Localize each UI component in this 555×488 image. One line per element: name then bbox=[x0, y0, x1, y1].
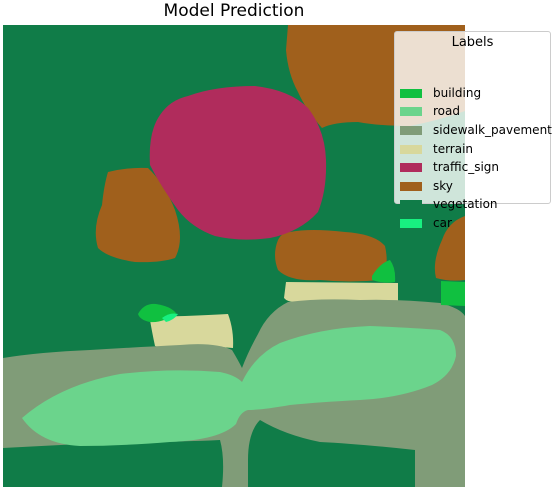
sky-region-center bbox=[275, 230, 387, 282]
car-region bbox=[162, 313, 178, 322]
legend-swatch bbox=[400, 199, 422, 209]
legend-item-vegetation: vegetation bbox=[400, 196, 498, 212]
legend: Labels building road sidewalk_pavement t… bbox=[394, 31, 552, 230]
legend-swatch bbox=[400, 162, 422, 172]
building-region-right bbox=[441, 281, 465, 306]
legend-item-traffic-sign: traffic_sign bbox=[400, 159, 499, 175]
legend-label: terrain bbox=[433, 142, 474, 156]
plot-title: Model Prediction bbox=[163, 1, 305, 21]
legend-item-sidewalk-pavement: sidewalk_pavement bbox=[400, 122, 552, 138]
legend-label: car bbox=[433, 216, 452, 230]
legend-title: Labels bbox=[451, 35, 494, 50]
legend-swatch bbox=[400, 218, 422, 228]
legend-label: sidewalk_pavement bbox=[433, 123, 552, 137]
legend-swatch bbox=[400, 181, 422, 191]
sky-region-right-edge bbox=[434, 216, 465, 281]
legend-item-car: car bbox=[400, 215, 452, 231]
legend-swatch bbox=[400, 88, 422, 98]
legend-label: vegetation bbox=[433, 197, 498, 211]
legend-item-building: building bbox=[400, 85, 481, 101]
legend-item-sky: sky bbox=[400, 178, 453, 194]
legend-label: traffic_sign bbox=[433, 160, 499, 174]
building-region-center bbox=[372, 260, 396, 283]
legend-item-road: road bbox=[400, 103, 460, 119]
road-region bbox=[22, 326, 456, 446]
terrain-region-left bbox=[150, 314, 234, 348]
legend-swatch bbox=[400, 144, 422, 154]
legend-swatch bbox=[400, 125, 422, 135]
legend-item-terrain: terrain bbox=[400, 141, 473, 157]
terrain-region-center bbox=[284, 282, 398, 303]
traffic-sign-region bbox=[149, 86, 327, 240]
legend-label: road bbox=[433, 104, 460, 118]
sky-region-left bbox=[95, 167, 180, 263]
legend-swatch bbox=[400, 106, 422, 116]
legend-label: building bbox=[433, 86, 482, 100]
legend-label: sky bbox=[433, 179, 453, 193]
